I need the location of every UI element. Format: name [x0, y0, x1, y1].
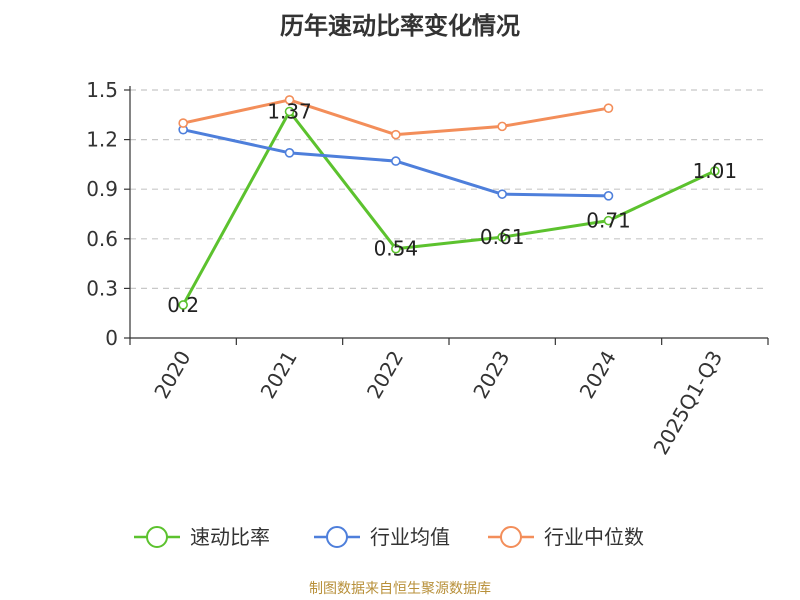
- data-point: [603, 103, 614, 113]
- legend-label: 行业中位数: [544, 525, 644, 549]
- data-point: [391, 129, 401, 140]
- data-label: 0.71: [586, 209, 631, 233]
- data-label: 1.01: [693, 159, 738, 183]
- data-labels: 0.2 1.37 0.54 0.61 0.71 1.01: [167, 99, 737, 316]
- data-point: [710, 166, 720, 176]
- legend: 速动比率 行业均值 行业中位数: [134, 525, 644, 549]
- data-point: [178, 300, 188, 310]
- data-label: 0.2: [167, 293, 199, 317]
- x-tick-label: 2025Q1-Q3: [648, 347, 727, 459]
- y-tick-label: 0.3: [86, 276, 118, 300]
- series-line: [181, 109, 716, 306]
- data-point: [603, 215, 614, 226]
- x-tick-label: 2022: [362, 347, 408, 403]
- chart-title: 历年速动比率变化情况: [280, 12, 520, 40]
- series-line: [182, 98, 609, 137]
- source-note: 制图数据来自恒生聚源数据库: [309, 581, 491, 597]
- data-point: [178, 118, 188, 128]
- x-tick-label: 2024: [575, 347, 621, 403]
- data-label: 0.61: [480, 225, 525, 249]
- data-label: 1.37: [267, 99, 312, 123]
- data-point: [284, 148, 295, 158]
- y-tick-label: 0.9: [86, 177, 118, 201]
- grid-lines: [130, 89, 768, 289]
- data-point: [391, 243, 401, 254]
- data-point: [284, 106, 295, 117]
- legend-swatch-marker: [500, 526, 522, 548]
- legend-label: 行业均值: [370, 525, 450, 549]
- x-tick-label: 2021: [256, 347, 302, 403]
- legend-swatch-marker: [146, 526, 168, 548]
- data-point: [284, 95, 295, 105]
- data-point: [497, 189, 507, 199]
- data-point: [603, 191, 614, 201]
- data-point: [497, 232, 507, 242]
- y-tick-label: 1.2: [86, 128, 118, 152]
- legend-label: 速动比率: [190, 525, 270, 549]
- legend-swatch-marker: [326, 526, 348, 548]
- x-tick-label: 2023: [468, 346, 514, 402]
- y-tick-label: 0: [105, 326, 118, 350]
- data-point: [497, 121, 507, 132]
- y-tick-label: 1.5: [86, 78, 118, 102]
- series-group: [178, 95, 720, 310]
- y-tick-label: 0.6: [86, 227, 118, 251]
- axes: 0 0.3 0.6 0.9 1.2 1.5 2020 2021 2022 2023 2024 2025…: [86, 78, 769, 459]
- data-point: [391, 156, 401, 166]
- x-tick-label: 2020: [149, 347, 195, 403]
- data-label: 0.54: [374, 237, 419, 261]
